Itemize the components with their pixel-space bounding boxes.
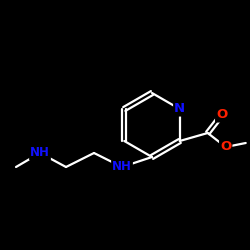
Text: O: O (216, 108, 227, 122)
Text: NH: NH (112, 160, 132, 173)
Text: NH: NH (30, 146, 50, 160)
Text: N: N (174, 102, 185, 116)
Text: O: O (220, 140, 231, 153)
